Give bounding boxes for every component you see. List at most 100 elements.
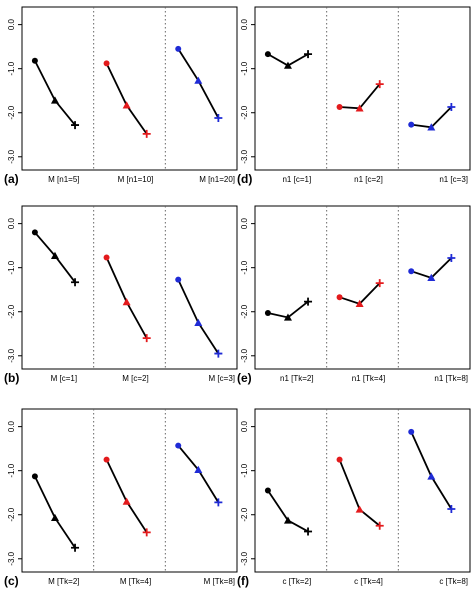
y-tick-label: 0.0: [240, 421, 249, 433]
data-point-triangle: [194, 318, 203, 326]
data-point-plus: [71, 121, 80, 130]
data-point-plus: [447, 103, 456, 112]
panel-5: 0.0 -1.0 -2.0 -3.0 c [Tk=2] c [Tk=4] c [Tk=8] (…: [237, 408, 471, 588]
panel-label: (c): [4, 574, 19, 588]
series-line: [177, 279, 220, 355]
series-line: [105, 257, 148, 339]
data-point-triangle: [50, 96, 59, 104]
data-point-triangle: [355, 104, 364, 112]
panel-label: (b): [4, 371, 19, 385]
series-line: [267, 489, 309, 533]
y-tick-label: -3.0: [240, 348, 249, 362]
series-line: [34, 60, 76, 126]
y-tick-label: 0.0: [240, 19, 249, 31]
category-label: c [Tk=2]: [282, 577, 311, 586]
series-line: [410, 431, 453, 510]
y-tick-label: -3.0: [7, 149, 16, 163]
data-point-circle: [336, 104, 343, 111]
category-label: M [n1=5]: [48, 175, 79, 184]
category-label: M [n1=20]: [199, 175, 235, 184]
data-point-plus: [71, 278, 80, 287]
data-point-triangle: [122, 101, 131, 109]
y-tick-label: -2.0: [7, 105, 16, 119]
data-point-plus: [375, 279, 384, 288]
y-tick-label: -2.0: [240, 304, 249, 318]
plot-frame: [21, 408, 238, 573]
series-line: [338, 459, 381, 527]
data-point-plus: [71, 543, 80, 552]
y-tick-label: -1.0: [240, 463, 249, 477]
panel-1: 0.0 -1.0 -2.0 -3.0 n1 [c=1] n1 [c=2] n1 [c=3] (…: [237, 6, 471, 186]
data-point-plus: [304, 527, 313, 536]
data-point-triangle: [427, 123, 436, 131]
y-tick-label: 0.0: [7, 19, 16, 31]
category-label: n1 [c=2]: [354, 175, 383, 184]
data-point-circle: [408, 268, 415, 275]
data-point-plus: [142, 129, 151, 138]
plot-frame: [254, 205, 471, 370]
data-point-triangle: [194, 465, 203, 473]
data-point-plus: [214, 114, 223, 123]
category-label: M [c=2]: [122, 374, 148, 383]
data-point-triangle: [427, 472, 436, 480]
category-label: M [c=3]: [209, 374, 235, 383]
data-point-triangle: [427, 273, 436, 282]
data-point-circle: [31, 57, 38, 64]
data-point-circle: [31, 229, 38, 236]
category-label: n1 [Tk=2]: [280, 374, 314, 383]
y-tick-label: -2.0: [240, 105, 249, 119]
y-tick-label: 0.0: [7, 218, 16, 230]
y-tick-label: -2.0: [7, 304, 16, 318]
data-point-triangle: [283, 516, 292, 524]
category-label: M [Tk=4]: [120, 577, 151, 586]
data-point-plus: [214, 498, 223, 507]
data-point-circle: [103, 254, 110, 261]
y-tick-label: -2.0: [240, 507, 249, 521]
category-label: c [Tk=8]: [439, 577, 468, 586]
series-line: [105, 459, 148, 533]
data-point-triangle: [355, 505, 364, 513]
data-point-circle: [264, 487, 271, 494]
data-point-plus: [447, 253, 456, 262]
panel-3: 0.0 -1.0 -2.0 -3.0 n1 [Tk=2] n1 [Tk=4] n1 [Tk=…: [237, 205, 471, 385]
panel-label: (f): [237, 574, 249, 588]
category-label: M [Tk=2]: [48, 577, 79, 586]
category-label: M [c=1]: [51, 374, 77, 383]
data-point-plus: [447, 505, 456, 514]
data-point-triangle: [122, 298, 131, 306]
data-point-circle: [31, 473, 38, 480]
panel-label: (d): [237, 172, 252, 186]
panel-2: 0.0 -1.0 -2.0 -3.0 M [c=1] M [c=2] M [c=3] (b): [4, 205, 238, 385]
series-line: [34, 476, 76, 549]
plot-frame: [21, 6, 238, 171]
data-point-plus: [214, 349, 223, 358]
plot-frame: [21, 205, 238, 370]
data-point-circle: [336, 456, 343, 463]
panel-4: 0.0 -1.0 -2.0 -3.0 M [Tk=2] M [Tk=4] M [Tk=8] (…: [4, 408, 238, 588]
category-label: n1 [Tk=4]: [352, 374, 386, 383]
y-tick-label: 0.0: [240, 218, 249, 230]
y-tick-label: -1.0: [240, 61, 249, 75]
data-point-circle: [264, 51, 271, 58]
y-tick-label: -2.0: [7, 507, 16, 521]
data-point-plus: [304, 50, 313, 59]
data-point-circle: [408, 428, 415, 435]
data-point-triangle: [122, 497, 131, 505]
data-point-plus: [375, 80, 384, 89]
y-tick-label: -3.0: [7, 551, 16, 565]
series-line: [105, 63, 148, 135]
data-point-triangle: [50, 251, 59, 259]
data-point-circle: [408, 121, 415, 128]
y-tick-label: -1.0: [7, 463, 16, 477]
category-label: c [Tk=4]: [354, 577, 383, 586]
data-point-circle: [103, 60, 110, 67]
y-tick-label: -3.0: [7, 348, 16, 362]
panel-label: (a): [4, 172, 19, 186]
category-label: M [n1=10]: [118, 175, 154, 184]
data-point-circle: [175, 276, 182, 283]
y-tick-label: -1.0: [7, 260, 16, 274]
y-tick-label: -1.0: [7, 61, 16, 75]
data-point-triangle: [194, 76, 203, 84]
y-tick-label: 0.0: [7, 421, 16, 433]
